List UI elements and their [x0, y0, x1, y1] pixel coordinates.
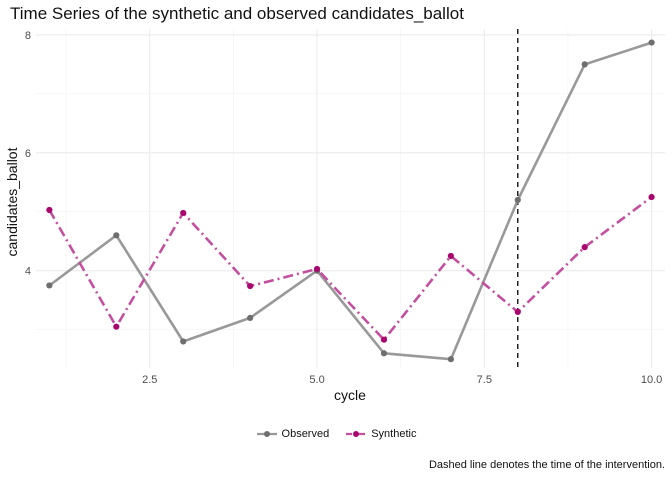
data-point-synthetic	[514, 308, 521, 316]
y-tick-label: 4	[25, 266, 31, 278]
x-axis-label: cycle	[334, 387, 366, 403]
data-point-synthetic	[313, 265, 321, 273]
series-line-observed	[48, 41, 653, 361]
data-point-observed	[447, 356, 454, 363]
data-point-synthetic	[180, 209, 187, 217]
data-point-observed	[648, 39, 655, 46]
legend-key-observed	[256, 431, 277, 437]
y-tick-label: 6	[25, 148, 31, 160]
data-point-observed	[514, 196, 521, 204]
series-line-synthetic	[48, 195, 653, 342]
data-point-observed	[247, 314, 254, 321]
data-point-synthetic	[46, 206, 53, 214]
data-point-synthetic	[247, 282, 254, 290]
series-layer	[46, 39, 655, 363]
data-point-synthetic	[581, 244, 588, 251]
x-tick-label: 2.5	[142, 374, 157, 386]
y-tick-label: 8	[25, 30, 31, 42]
data-point-observed	[180, 338, 187, 345]
y-tick-labels: 4 6 8	[25, 30, 31, 278]
data-point-observed	[581, 61, 588, 68]
x-tick-labels: 2.5 5.0 7.5 10.0	[142, 374, 662, 386]
grid-lines	[36, 29, 665, 368]
data-point-synthetic	[113, 323, 120, 330]
legend-label-observed: Observed	[281, 428, 330, 440]
legend-item-observed: Observed	[256, 428, 330, 440]
x-tick-label: 10.0	[641, 374, 662, 386]
x-tick-label: 5.0	[309, 374, 324, 386]
legend: Observed Synthetic	[0, 428, 672, 440]
data-point-synthetic	[380, 336, 388, 343]
y-axis-label: candidates_ballot	[4, 147, 20, 256]
caption: Dashed line denotes the time of the inte…	[428, 459, 665, 471]
data-point-observed	[113, 232, 120, 239]
legend-key-synthetic	[346, 431, 367, 437]
x-tick-label: 7.5	[477, 374, 492, 386]
data-point-observed	[46, 282, 53, 289]
chart-title: Time Series of the synthetic and observe…	[10, 4, 464, 23]
legend-label-synthetic: Synthetic	[371, 428, 417, 440]
legend-item-synthetic: Synthetic	[345, 428, 416, 440]
data-point-observed	[380, 350, 388, 357]
data-point-synthetic	[648, 193, 655, 201]
data-point-synthetic	[447, 252, 454, 260]
